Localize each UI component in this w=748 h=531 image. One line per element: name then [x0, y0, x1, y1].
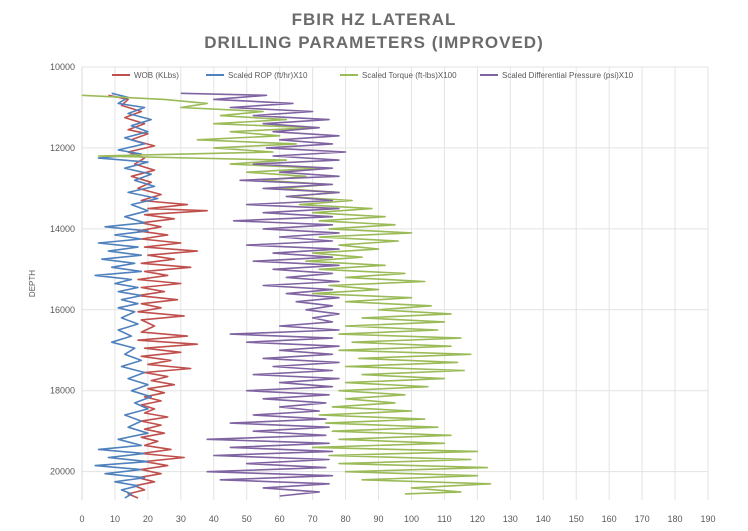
x-tick-label: 30 [176, 514, 186, 524]
x-tick-label: 160 [602, 514, 617, 524]
legend-label-3: Scaled Torque (ft-lbs)X100 [362, 71, 457, 80]
x-tick-label: 40 [209, 514, 219, 524]
y-tick-label: 12000 [50, 143, 75, 153]
x-tick-label: 20 [143, 514, 153, 524]
x-tick-label: 60 [275, 514, 285, 524]
y-tick-label: 20000 [50, 467, 75, 477]
legend-label-2: Scaled ROP (ft/hr)X10 [228, 71, 308, 80]
y-tick-label: 16000 [50, 305, 75, 315]
y-tick-label: 18000 [50, 386, 75, 396]
series-line-4 [180, 92, 347, 497]
x-tick-label: 190 [700, 514, 715, 524]
legend-label-4: Scaled Differential Pressure (psi)X10 [502, 71, 634, 80]
x-tick-label: 170 [635, 514, 650, 524]
x-tick-label: 110 [437, 514, 451, 524]
y-tick-label: 10000 [50, 62, 75, 72]
x-tick-label: 180 [668, 514, 683, 524]
x-tick-label: 90 [374, 514, 384, 524]
x-tick-label: 50 [242, 514, 252, 524]
chart-title-line-1: FBIR HZ LATERAL [291, 10, 457, 29]
x-tick-label: 130 [503, 514, 518, 524]
legend-label-1: WOB (KLbs) [134, 71, 179, 80]
series-line-2 [94, 92, 159, 499]
series-line-3 [81, 94, 492, 495]
x-tick-label: 10 [110, 514, 120, 524]
x-tick-label: 80 [341, 514, 351, 524]
x-tick-label: 100 [404, 514, 419, 524]
series-line-1 [108, 94, 208, 499]
x-tick-label: 0 [79, 514, 84, 524]
y-tick-label: 14000 [50, 224, 75, 234]
chart-title-line-2: DRILLING PARAMETERS (IMPROVED) [204, 33, 544, 52]
x-tick-label: 140 [536, 514, 551, 524]
x-tick-label: 70 [308, 514, 318, 524]
x-tick-label: 150 [569, 514, 584, 524]
x-tick-label: 120 [470, 514, 485, 524]
y-axis-label: DEPTH [28, 270, 37, 297]
